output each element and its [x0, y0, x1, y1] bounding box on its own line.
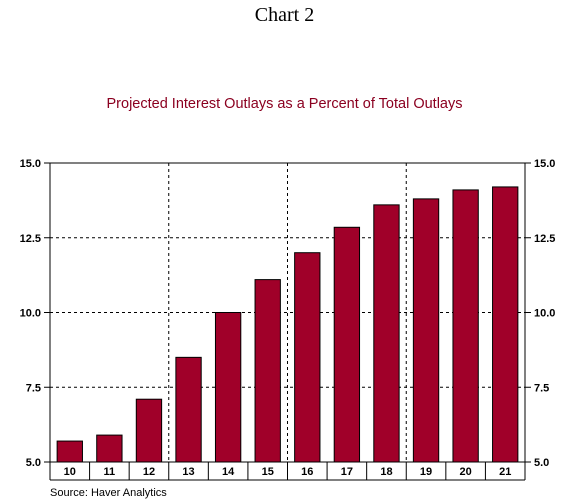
tick-labels: 5.0 5.0 7.5 7.5 10.0 10.0 12.5 12.5 15.0 15.0 10 11…	[20, 158, 556, 478]
ytick-label-left: 7.5	[26, 382, 41, 394]
xtick-label: 13	[182, 466, 194, 478]
xtick-label: 11	[104, 466, 116, 478]
ytick-label-left: 12.5	[20, 233, 41, 245]
xtick-label: 17	[341, 466, 353, 478]
bar-11	[96, 434, 123, 463]
xtick-label: 18	[380, 466, 392, 478]
bar-10	[56, 440, 83, 463]
ytick-label-right: 5.0	[534, 457, 549, 469]
bar-12	[135, 398, 163, 463]
xtick-label: 14	[222, 466, 235, 478]
chart-title: Projected Interest Outlays as a Percent …	[106, 96, 463, 112]
bar-16	[294, 252, 321, 463]
ytick-label-right: 10.0	[534, 308, 555, 320]
ytick-label-left: 15.0	[20, 158, 41, 170]
xtick-label: 12	[143, 466, 155, 478]
ytick-label-left: 5.0	[26, 457, 41, 469]
ytick-label-right: 7.5	[534, 382, 549, 394]
xtick-label: 20	[460, 466, 472, 478]
xtick-label: 10	[64, 466, 76, 478]
axes	[44, 162, 531, 481]
xtick-label: 19	[420, 466, 432, 478]
bars	[56, 186, 519, 463]
bar-14	[214, 312, 242, 463]
bar-17	[333, 226, 361, 463]
bar-20	[452, 189, 479, 463]
ytick-label-right: 12.5	[534, 233, 555, 245]
bar-15	[254, 279, 281, 463]
gridlines	[50, 163, 525, 462]
bar-18	[373, 204, 400, 463]
ytick-label-left: 10.0	[20, 308, 41, 320]
ytick-label-right: 15.0	[534, 158, 555, 170]
xtick-label: 21	[499, 466, 511, 478]
bar-13	[175, 356, 202, 463]
xtick-label: 15	[262, 466, 274, 478]
chart-heading: Chart 2	[254, 4, 315, 26]
xtick-label: 16	[301, 466, 313, 478]
bar-21	[492, 186, 519, 463]
chart-source: Source: Haver Analytics	[50, 487, 167, 499]
bar-19	[412, 198, 440, 463]
